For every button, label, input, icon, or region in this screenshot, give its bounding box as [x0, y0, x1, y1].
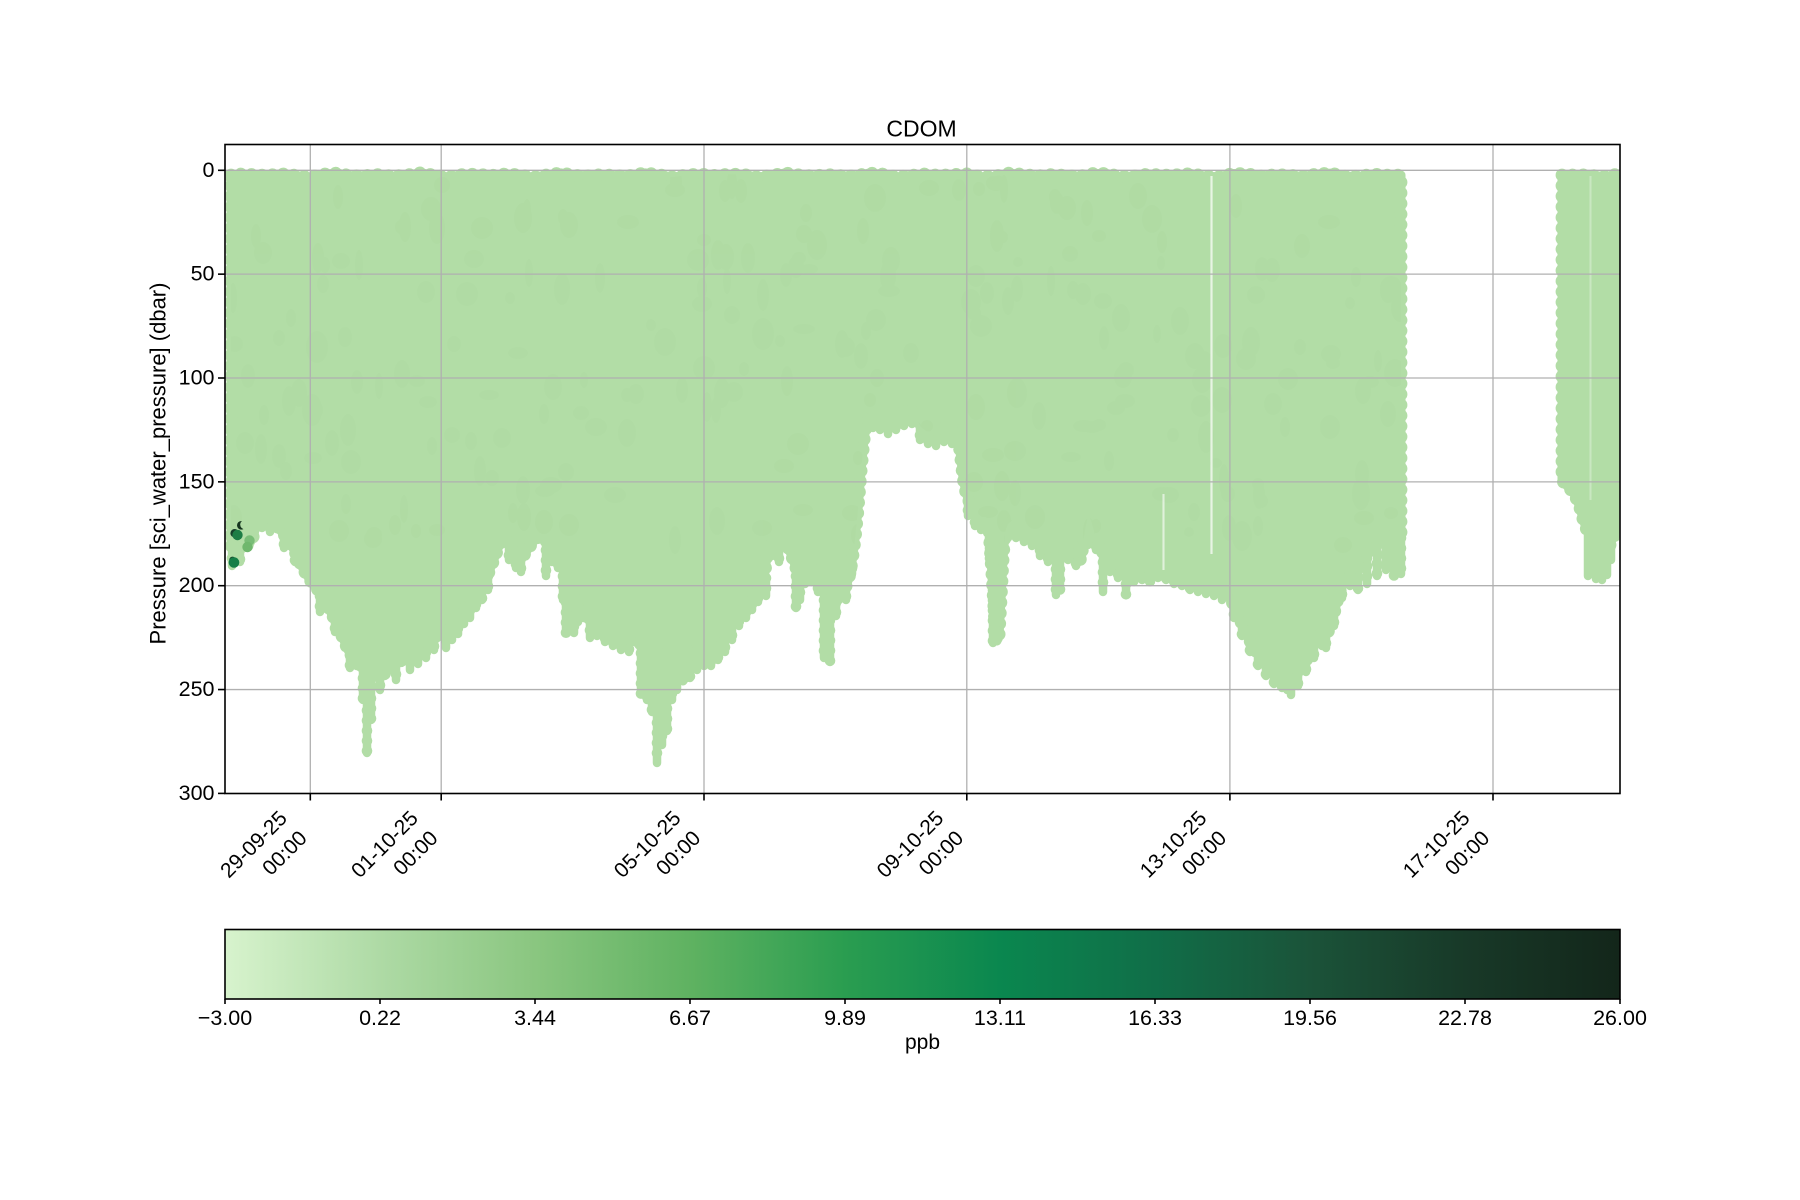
svg-text:0: 0 — [203, 158, 215, 182]
svg-text:16.33: 16.33 — [1128, 1006, 1182, 1030]
svg-text:150: 150 — [179, 469, 215, 493]
svg-text:13.11: 13.11 — [974, 1006, 1026, 1030]
svg-text:50: 50 — [191, 262, 215, 286]
svg-text:300: 300 — [179, 781, 215, 805]
svg-text:Pressure [sci_water_pressure]: Pressure [sci_water_pressure] (dbar) — [146, 283, 171, 645]
svg-text:0.22: 0.22 — [359, 1006, 401, 1030]
svg-text:3.44: 3.44 — [514, 1006, 556, 1030]
svg-text:100: 100 — [179, 366, 215, 390]
svg-text:250: 250 — [179, 677, 215, 701]
svg-text:26.00: 26.00 — [1593, 1006, 1647, 1030]
svg-text:22.78: 22.78 — [1438, 1006, 1492, 1030]
svg-text:9.89: 9.89 — [824, 1006, 866, 1030]
svg-text:6.67: 6.67 — [669, 1006, 711, 1030]
svg-text:ppb: ppb — [905, 1031, 940, 1054]
svg-text:19.56: 19.56 — [1283, 1006, 1337, 1030]
svg-text:−3.00: −3.00 — [198, 1006, 252, 1030]
svg-text:CDOM: CDOM — [886, 116, 956, 142]
svg-text:200: 200 — [179, 573, 215, 597]
